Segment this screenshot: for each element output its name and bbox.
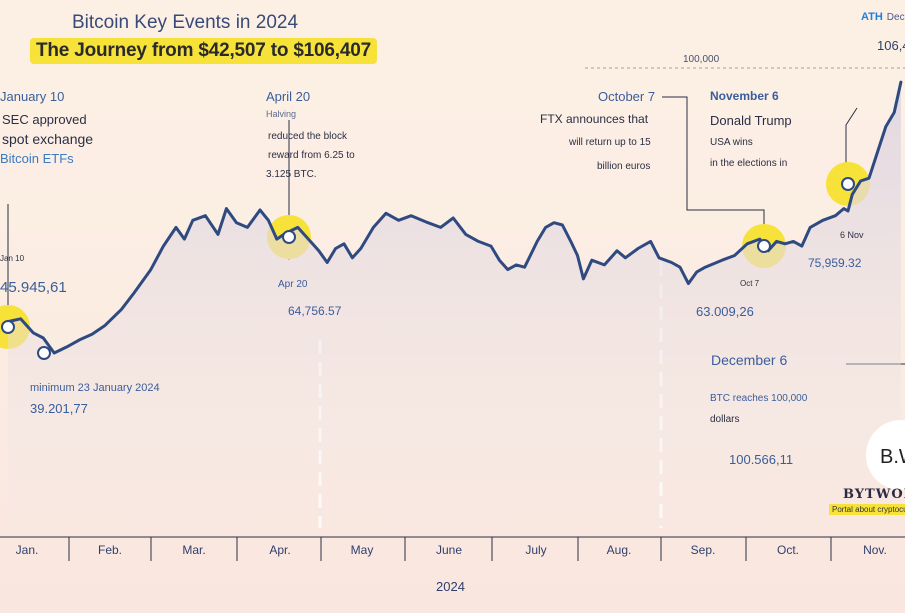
- marker-apr20: [282, 230, 296, 244]
- price-line: [6, 80, 903, 355]
- oct7-line3: billion euros: [597, 161, 651, 172]
- ath-label: ATH: [861, 11, 883, 23]
- marker-minimum: [37, 346, 51, 360]
- nov6-line1: Donald Trump: [710, 113, 792, 128]
- jan10-date: January 10: [0, 89, 65, 104]
- apr20-line1: reduced the block: [268, 131, 347, 142]
- dec6-line1: BTC reaches 100,000: [710, 393, 808, 404]
- logo-text: B.W: [880, 446, 905, 468]
- jan10-small-date: Jan 10: [0, 254, 25, 263]
- dec6-line2: dollars: [710, 414, 740, 425]
- apr20-price: 64,756.57: [288, 304, 342, 318]
- oct7-line2: will return up to 15: [569, 137, 651, 148]
- brand-name: BYTWOR: [843, 487, 905, 502]
- jan10-price: 45.945,61: [0, 279, 67, 296]
- marker-nov6: [841, 177, 855, 191]
- marker-oct7: [757, 239, 771, 253]
- x-tick-label: July: [525, 543, 546, 557]
- minimum-label: minimum 23 January 2024: [30, 382, 160, 394]
- x-tick-label: Oct.: [777, 543, 799, 557]
- apr20-line2: reward from 6.25 to: [268, 150, 355, 161]
- ath-value: 106,4: [877, 38, 905, 53]
- nov6-line3: in the elections in: [710, 158, 788, 169]
- level-100k-label: 100,000: [683, 54, 720, 65]
- jan10-line1: SEC approved: [2, 112, 87, 127]
- nov6-small-date: 6 Nov: [840, 230, 864, 240]
- x-tick-label: Nov.: [863, 543, 887, 557]
- marker-jan10: [1, 320, 15, 334]
- x-tick-label: Aug.: [607, 543, 632, 557]
- ath-badge: ATH Dec: [861, 11, 905, 23]
- oct7-date: October 7: [598, 89, 656, 104]
- apr20-line3: 3.125 BTC.: [266, 169, 317, 180]
- apr20-date: April 20: [266, 89, 311, 104]
- x-tick-label: May: [351, 543, 374, 557]
- x-tick-label: Jan.: [16, 543, 39, 557]
- x-tick-label: June: [436, 543, 462, 557]
- apr20-event: Halving: [266, 109, 297, 119]
- jan10-line2: spot exchange: [2, 131, 94, 147]
- oct7-small-date: Oct 7: [740, 279, 760, 288]
- price-area: [8, 82, 901, 528]
- oct7-line1: FTX announces that: [540, 112, 649, 126]
- ath-date: Dec: [886, 12, 905, 23]
- x-axis: Jan. Feb. Mar. Apr. May June July Aug. Sep. Oct. N…: [0, 536, 905, 561]
- x-axis-year: 2024: [436, 579, 465, 594]
- nov6-date: November 6: [710, 89, 779, 103]
- minimum-price: 39.201,77: [30, 401, 88, 416]
- x-tick-label: Mar.: [182, 543, 205, 557]
- nov6-price: 75,959.32: [808, 256, 862, 270]
- dec6-date: December 6: [711, 352, 788, 368]
- jan10-line3: Bitcoin ETFs: [0, 151, 74, 166]
- oct7-price: 63.009,26: [696, 304, 754, 319]
- brand-tagline: Portal about cryptocu: [829, 504, 905, 515]
- apr20-small-date: Apr 20: [278, 279, 308, 290]
- leader-oct7: [662, 96, 765, 246]
- dec6-price: 100.566,11: [729, 452, 794, 467]
- x-tick-label: Apr.: [269, 543, 290, 557]
- x-tick-label: Sep.: [691, 543, 716, 557]
- chart-title: Bitcoin Key Events in 2024: [72, 12, 299, 33]
- chart-subtitle: The Journey from $42,507 to $106,407: [30, 38, 377, 64]
- nov6-line2: USA wins: [710, 137, 753, 148]
- x-tick-label: Feb.: [98, 543, 122, 557]
